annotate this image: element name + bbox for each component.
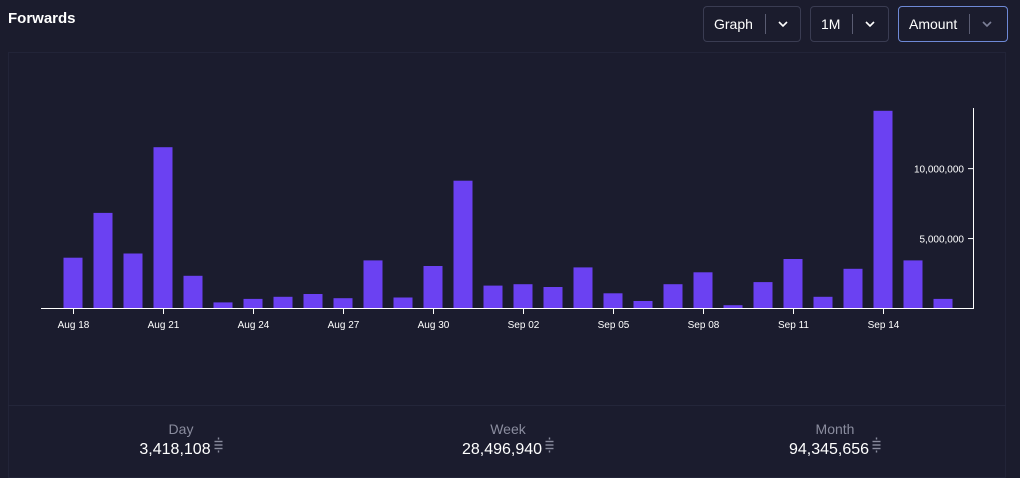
view-select-label: Graph <box>714 16 753 32</box>
x-tick-label: Aug 21 <box>148 320 180 331</box>
stat-week-value-row: 28,496,940 <box>388 437 628 460</box>
sats-icon <box>872 437 881 459</box>
stats-divider <box>8 405 1006 406</box>
stat-month-value: 94,345,656 <box>788 441 870 458</box>
x-tick-label: Aug 27 <box>328 320 360 331</box>
chart-bar <box>453 180 473 308</box>
chart-bar <box>183 275 203 308</box>
metric-select-separator <box>969 14 971 34</box>
chart-bar <box>543 287 563 308</box>
stat-month: Month 94,345,656 <box>715 420 955 460</box>
chart-bar <box>573 267 593 308</box>
chart-bar <box>63 257 83 308</box>
chevron-down-icon[interactable] <box>766 7 800 41</box>
chart-bar <box>273 296 293 308</box>
stat-month-value-row: 94,345,656 <box>715 437 955 460</box>
y-tick-label: 10,000,000 <box>914 165 964 176</box>
forwards-bar-chart: Aug 18 Aug 21 Aug 24 Aug 27 Aug 30 Sep 02 Sep … <box>41 108 974 331</box>
chart-panel <box>8 52 1006 478</box>
chart-bar <box>123 253 143 308</box>
metric-select[interactable]: Amount <box>898 6 1008 42</box>
chart-bar <box>903 260 923 308</box>
stat-day-value-row: 3,418,108 <box>61 437 301 460</box>
x-tick-label: Aug 30 <box>418 320 450 331</box>
y-tick-label: 5,000,000 <box>920 235 965 246</box>
chart-bar <box>843 268 863 308</box>
x-tick-label: Aug 24 <box>238 320 270 331</box>
stat-day-value: 3,418,108 <box>139 441 211 458</box>
range-select-label: 1M <box>821 16 841 32</box>
chart-bar <box>483 285 503 308</box>
view-select[interactable]: Graph <box>703 6 801 42</box>
range-select[interactable]: 1M <box>810 6 889 42</box>
chart-bar <box>423 266 443 308</box>
chart-bar <box>363 260 383 308</box>
metric-select-label: Amount <box>909 16 958 32</box>
chart-bar <box>933 298 953 308</box>
stats-row: Day 3,418,108 Week 28,496,940 Month 94,3… <box>0 420 1020 470</box>
x-tick-label: Sep 11 <box>778 320 809 331</box>
chart-bar <box>513 284 533 308</box>
sats-icon <box>214 437 223 459</box>
stat-day: Day 3,418,108 <box>61 420 301 460</box>
chevron-down-icon[interactable] <box>970 7 1004 41</box>
chart-bar <box>663 284 683 308</box>
stat-day-label: Day <box>168 421 194 437</box>
x-tick-label: Sep 08 <box>688 320 720 331</box>
sats-icon <box>545 437 554 459</box>
chart-bar <box>93 212 113 308</box>
chart-bar <box>753 282 773 308</box>
chart-bar <box>783 259 803 308</box>
chevron-down-icon[interactable] <box>853 7 887 41</box>
chart-bar <box>603 293 623 308</box>
chart-bar <box>633 301 653 308</box>
chart-bar <box>303 294 323 308</box>
chart-bar <box>393 297 413 308</box>
stat-week: Week 28,496,940 <box>388 420 628 460</box>
x-tick-label: Sep 14 <box>868 320 900 331</box>
view-select-separator <box>764 14 766 34</box>
stat-month-label: Month <box>815 421 855 437</box>
page-title: Forwards <box>8 10 76 27</box>
chart-bar <box>243 298 263 308</box>
range-select-separator <box>852 14 854 34</box>
chart-bar <box>213 302 233 308</box>
chart-bar <box>153 147 173 308</box>
chart-bar <box>723 305 743 308</box>
chart-bar <box>813 296 833 308</box>
chart-bar <box>333 298 353 308</box>
stat-week-value: 28,496,940 <box>461 441 543 458</box>
x-tick-label: Aug 18 <box>58 320 90 331</box>
x-tick-label: Sep 02 <box>508 320 540 331</box>
stat-week-label: Week <box>490 421 526 437</box>
chart-bar <box>873 110 893 308</box>
x-tick-label: Sep 05 <box>598 320 630 331</box>
chart-bar <box>693 272 713 308</box>
